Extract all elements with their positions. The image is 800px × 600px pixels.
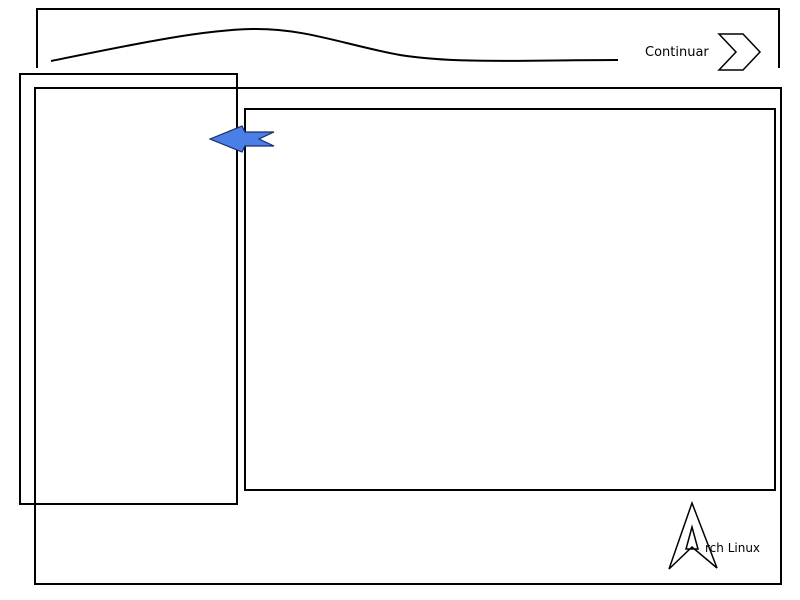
header-wave-line [50, 27, 619, 62]
arrow-left-icon[interactable] [208, 125, 275, 153]
footer-logo-text: rch Linux [705, 541, 761, 555]
back-button[interactable] [208, 125, 276, 153]
content-panel [244, 108, 776, 491]
chevron-right-icon[interactable] [717, 33, 762, 71]
continue-label: Continuar [645, 45, 709, 60]
arch-linux-logo-icon [668, 500, 718, 570]
main-frame [34, 87, 782, 585]
header-panel [36, 8, 780, 68]
sidebar-panel [19, 73, 238, 505]
